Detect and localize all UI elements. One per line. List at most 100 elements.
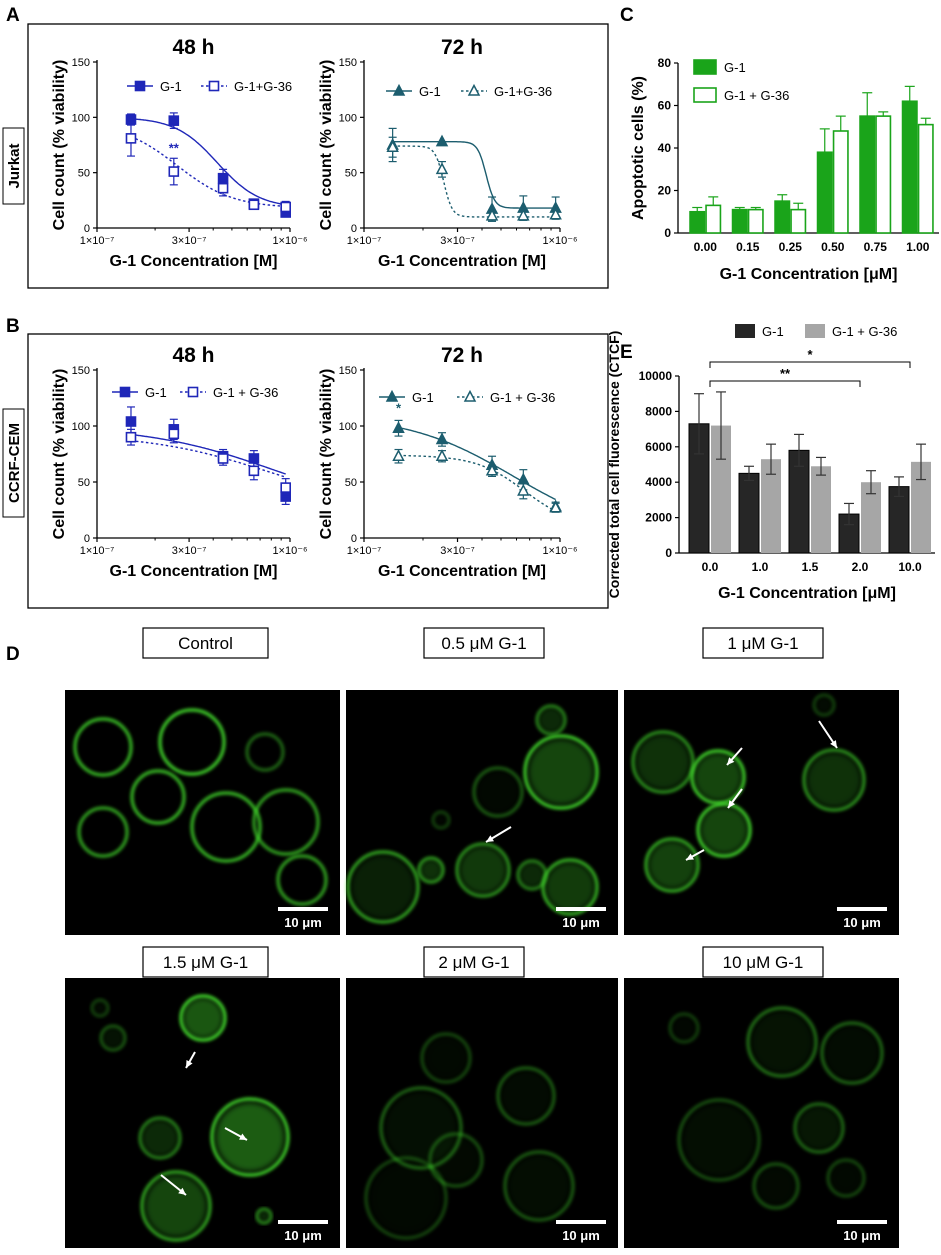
data-point [125,416,137,427]
x-axis-label: G-1 Concentration [M] [110,563,278,580]
cell-membrane [417,856,445,884]
arrow-head [727,757,735,765]
micrograph-0: Control 10 μm [65,627,340,935]
cell-membrane [276,854,328,906]
bar [816,151,833,234]
data-point [248,199,260,211]
scale-bar-label: 10 μm [562,1228,600,1243]
cell-membrane [690,749,746,805]
x-tick-label: 2.0 [852,560,869,574]
cell-membrane [752,1162,800,1210]
cell-line-label-jurkat: Jurkat [2,127,25,205]
data-point [248,465,260,477]
cell-membrane [179,994,227,1042]
x-tick-label: 1×10⁻⁷ [80,545,115,557]
cell-line-label-ccrf-cem: CCRF-CEM [2,408,25,518]
chart-title: 72 h [441,36,483,59]
panel-label-e: E [620,342,633,363]
legend-swatch [735,324,755,338]
cell-membrane [677,1098,761,1182]
bar [861,482,881,553]
cell-cytoplasm [92,1000,108,1016]
cell-membrane [431,810,451,830]
y-axis-label: Apoptotic cells (%) [630,76,647,220]
panel-a-frame [27,23,609,289]
legend-swatch [805,324,825,338]
chart-c: 0 20 40 60 80 0.00 0.15 0.25 0.50 0.75 1.00 G-1 Con… [630,56,939,283]
cell-cytoplasm [459,846,507,894]
significance-bracket [709,361,911,368]
data-point [168,428,180,440]
arrow-head [186,1060,193,1068]
x-tick-label: 1×10⁻⁷ [80,235,115,247]
legend-swatch [693,87,717,103]
chart-b-72h: 0 50 100 150 1×10⁻⁷ 3×10⁻⁷ 1×10⁻⁶ 72 h G-1 Conce… [318,344,578,580]
data-point [392,449,405,461]
y-tick-label: 50 [78,168,90,180]
legend-marker [463,389,477,402]
cell-membrane [826,1158,866,1198]
y-tick-label: 100 [339,421,357,433]
data-point [435,162,449,175]
cell-membrane [668,1012,700,1044]
cell-membrane [140,1170,212,1242]
bar [832,130,849,234]
arrow-head [239,1133,247,1140]
micrograph-4: 2 μM G-1 10 μm [346,946,618,1248]
micrograph-label: 1 μM G-1 [727,634,798,653]
micrograph-label: 10 μM G-1 [723,953,804,972]
scale-bar [278,907,328,911]
y-tick-label: 0 [665,546,672,560]
legend-marker [119,386,131,398]
bar [917,123,934,234]
legend-label: G-1 + G-36 [724,88,789,103]
cell-membrane [793,1102,845,1154]
y-tick-label: 0 [84,533,90,545]
data-point [435,134,449,147]
svg-text:Jurkat: Jurkat [6,143,23,188]
cell-cytoplasm [700,806,748,854]
arrows [160,1051,248,1196]
x-tick-label: 0.15 [736,240,760,254]
x-tick-label: 1×10⁻⁷ [347,545,382,557]
data-point [485,463,499,476]
cell-membrane [631,730,695,794]
x-axis-label: G-1 Concentration [M] [378,253,546,270]
cells [364,1032,575,1240]
cell-cytoplasm [683,1104,755,1176]
cell-membrane [245,732,285,772]
y-tick-label: 50 [345,168,357,180]
y-tick-label: 8000 [645,404,672,418]
cell-membrane [820,1021,884,1085]
cell-cytoplasm [756,1166,796,1206]
x-tick-label: 3×10⁻⁷ [172,545,207,557]
cell-cytoplasm [825,1026,879,1080]
bar [811,466,831,553]
legend-marker [467,83,481,96]
x-tick-label: 3×10⁻⁷ [172,235,207,247]
y-tick-label: 150 [72,365,90,377]
chart-title: 48 h [172,344,214,367]
significance-mark: ** [780,366,791,381]
y-tick-label: 150 [339,57,357,69]
series-0: G-1 [125,79,292,218]
cell-cytoplasm [215,1102,285,1172]
scale-bar [837,1220,887,1224]
fit-curve [130,433,286,475]
x-tick-label: 1.00 [906,240,930,254]
cell-membrane [346,850,420,924]
cell-cytoplasm [424,1036,467,1079]
x-tick-label: 3×10⁻⁷ [440,235,475,247]
cell-membrane [696,802,752,858]
bar [911,461,931,553]
significance-mark: ** [169,141,180,156]
arrow-head [178,1187,186,1195]
micrograph-label: 1.5 μM G-1 [163,953,248,972]
significance-mark: * [807,347,813,362]
y-tick-label: 80 [658,56,672,70]
scale-bar-label: 10 μm [562,915,600,930]
cell-cytoplasm [807,753,861,807]
scale-bar-label: 10 μm [843,915,881,930]
cell-membrane [130,769,186,825]
cell-cytoplasm [420,859,442,881]
